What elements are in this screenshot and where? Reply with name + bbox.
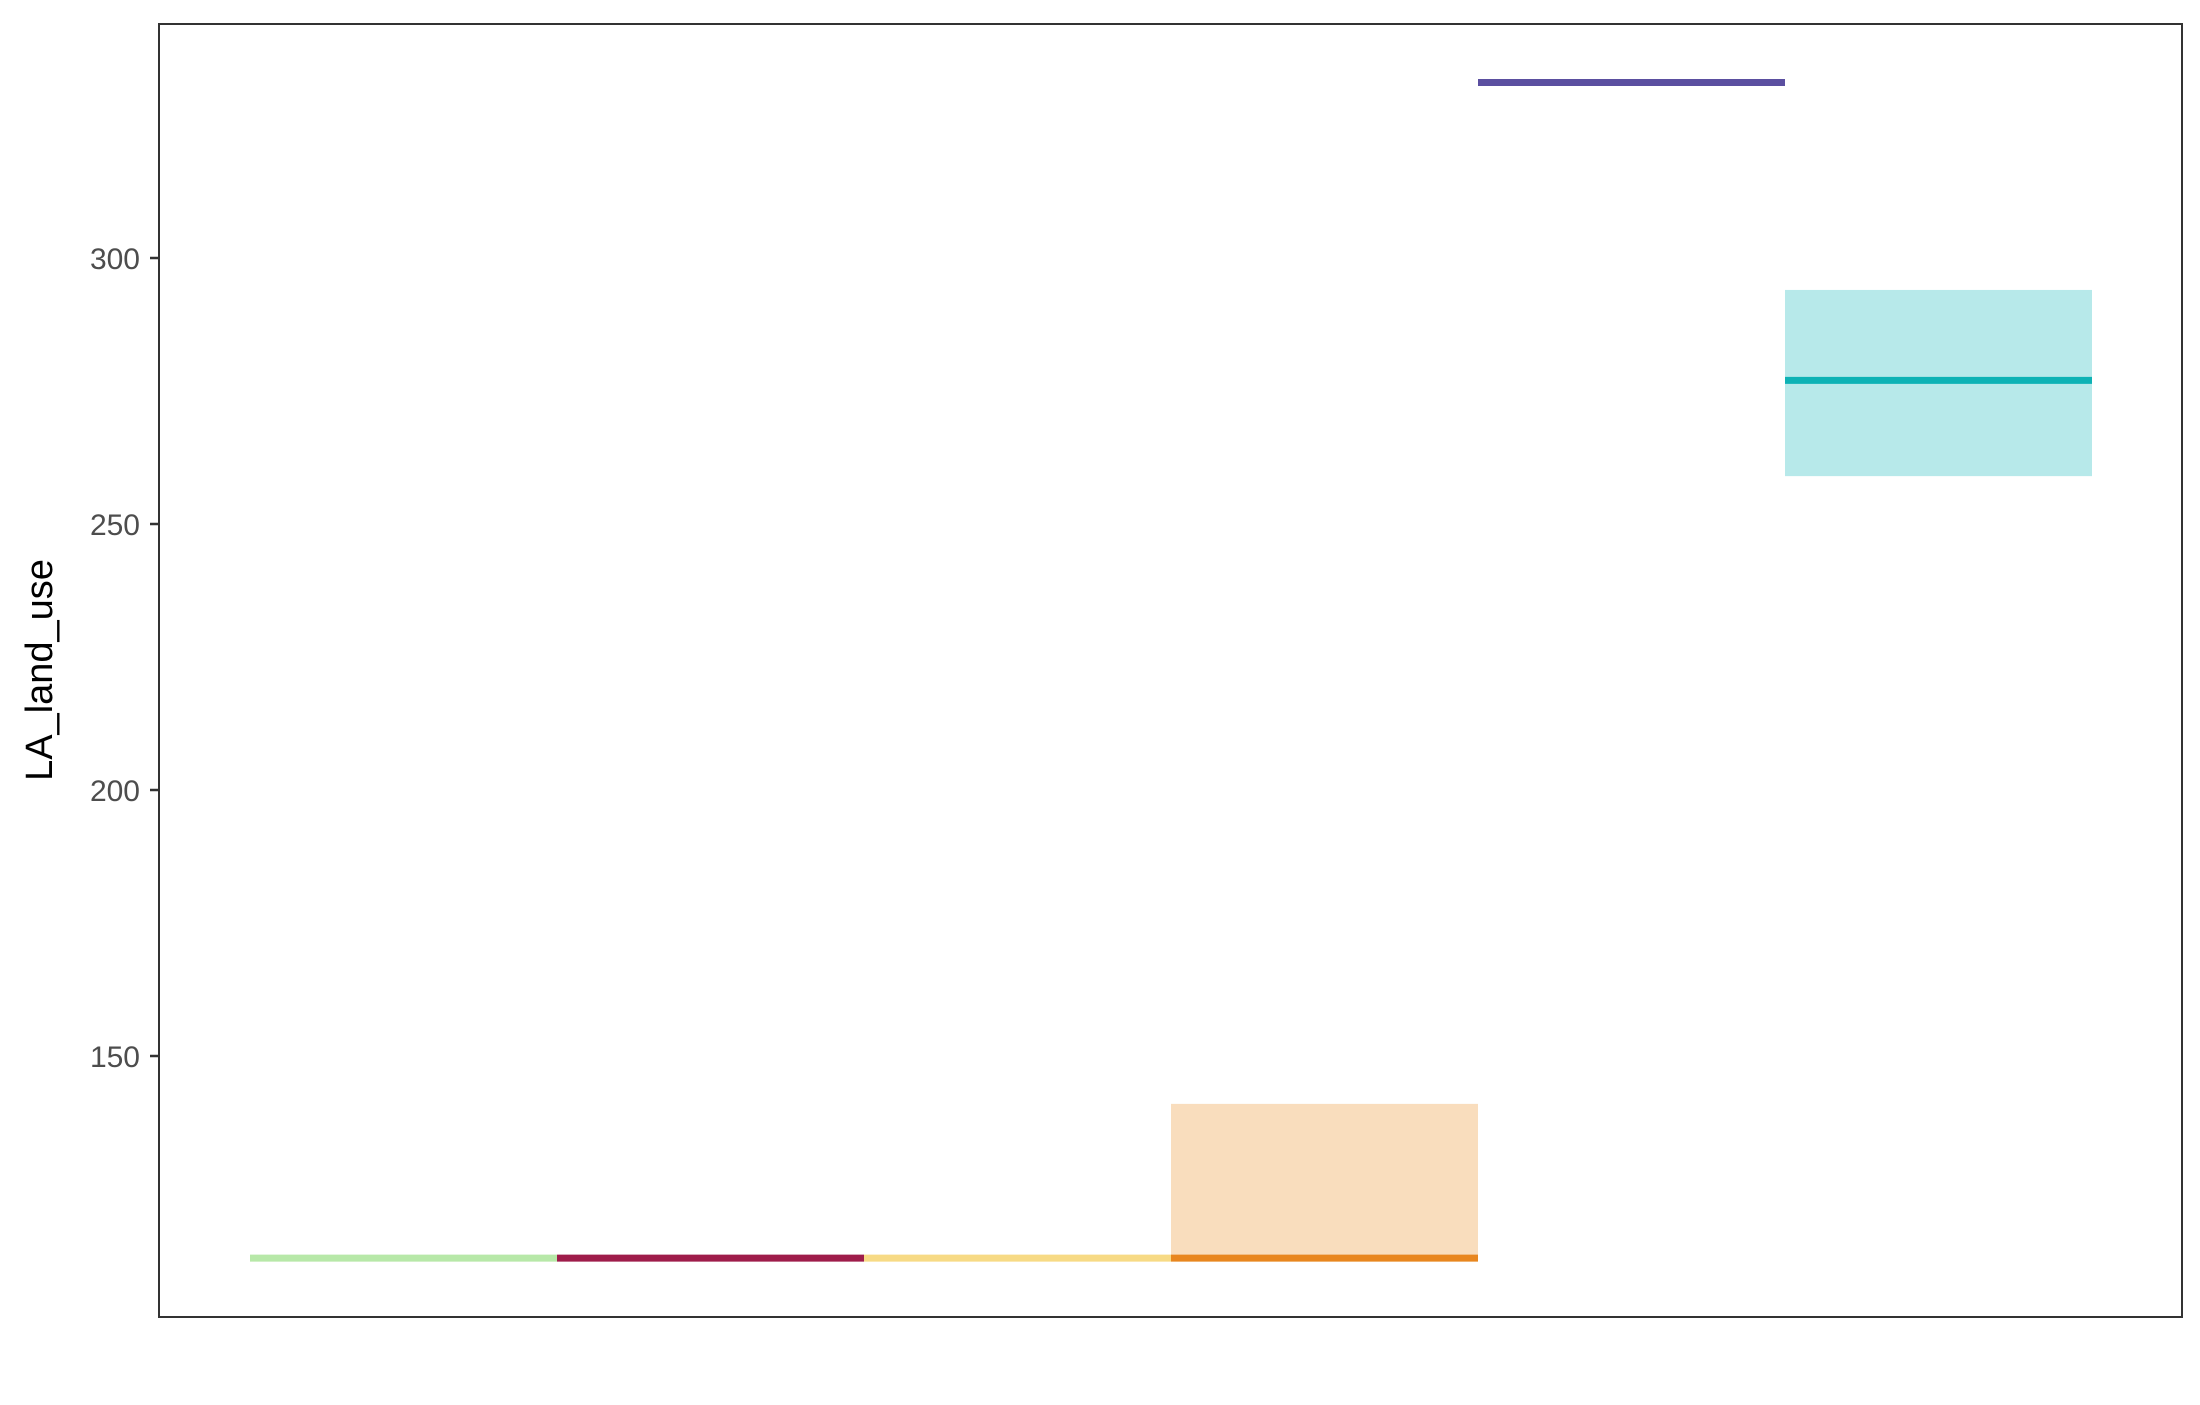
y-tick-label: 300 [90,243,140,276]
crossbar-box-4 [1171,1103,1478,1259]
y-axis: 150 200 250 300 [90,243,159,1074]
y-tick-label: 200 [90,775,140,808]
y-tick-label: 150 [90,1041,140,1074]
y-axis-title: LA_land_use [19,559,61,781]
y-tick-label: 250 [90,509,140,542]
plot-panel-border [158,23,2183,1318]
marks-layer [250,78,2092,1262]
